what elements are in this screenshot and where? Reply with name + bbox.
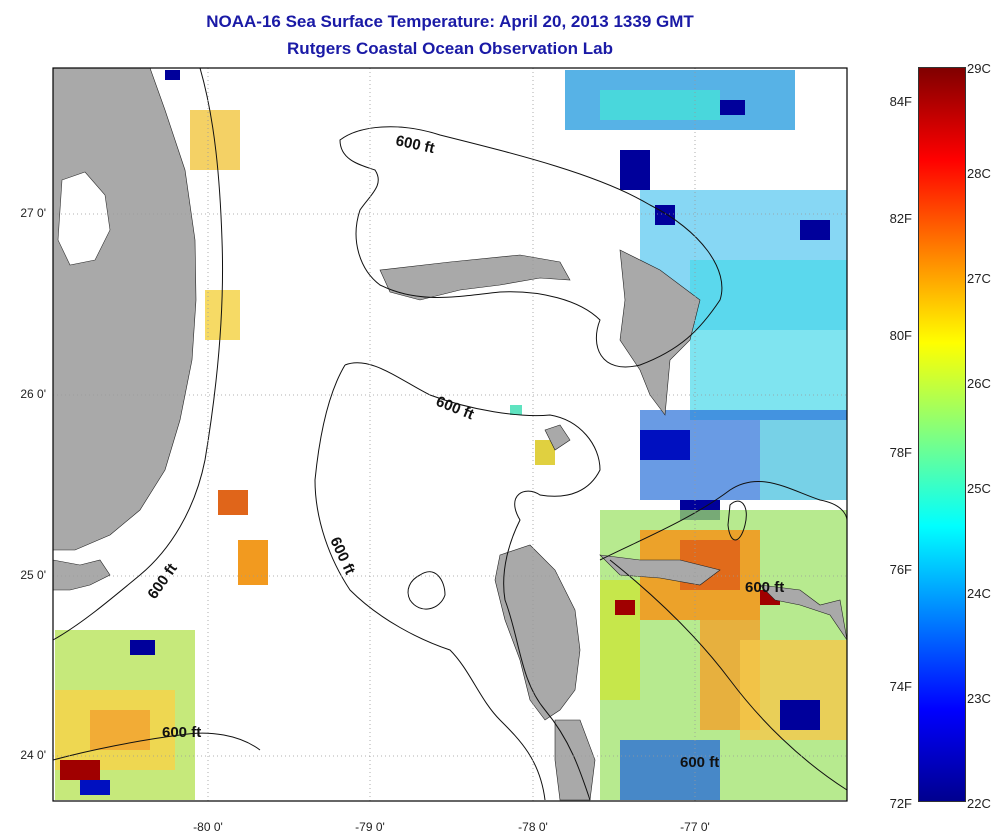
map-subtitle: Rutgers Coastal Ocean Observation Lab	[287, 39, 613, 58]
colorbar-c-label: 28C	[967, 166, 991, 181]
contour-label: 600 ft	[745, 579, 784, 596]
colorbar-c-label: 29C	[967, 61, 991, 76]
colorbar-f-label: 84F	[889, 94, 912, 109]
lon-tick-label: -77 0'	[680, 820, 710, 834]
andros-island	[494, 544, 581, 721]
lat-tick-label: 25 0'	[20, 568, 46, 582]
contour-great-bahama-bank-edge	[314, 364, 546, 801]
colorbar-c-label: 26C	[967, 376, 991, 391]
contour-florida-straits	[52, 67, 224, 641]
colorbar-f-label: 80F	[889, 328, 912, 343]
lon-tick-label: -78 0'	[518, 820, 548, 834]
graticule	[53, 68, 847, 801]
sst-patch-northeast	[565, 70, 847, 520]
sst-patch-southwest	[55, 630, 195, 800]
contour-east	[609, 559, 848, 791]
contour-southwest	[52, 732, 261, 761]
contour-tongue-of-ocean	[407, 571, 446, 610]
florida-keys	[52, 559, 111, 591]
map-frame	[52, 67, 848, 802]
temperature-colorbar	[918, 67, 966, 802]
colorbar-c-label: 23C	[967, 691, 991, 706]
grand-bahama	[379, 254, 571, 301]
colorbar-f-label: 74F	[889, 679, 912, 694]
colorbar-c-label: 25C	[967, 481, 991, 496]
colorbar-f-label: 78F	[889, 445, 912, 460]
contour-label: 600 ft	[162, 724, 201, 741]
contour-little-bahama-bank	[339, 126, 723, 368]
abaco-island	[619, 249, 701, 416]
colorbar-c-label: 22C	[967, 796, 991, 811]
eleuthera	[599, 554, 721, 586]
lon-tick-label: -79 0'	[355, 820, 385, 834]
lake-okeechobee	[57, 171, 111, 266]
map-title: NOAA-16 Sea Surface Temperature: April 2…	[206, 12, 694, 31]
lon-tick-label: -80 0'	[193, 820, 223, 834]
lat-tick-label: 24 0'	[20, 748, 46, 762]
sst-patch-gulfstream	[165, 70, 555, 585]
sst-data-patches	[55, 70, 847, 800]
colorbar-f-label: 82F	[889, 211, 912, 226]
lat-tick-label: 27 0'	[20, 206, 46, 220]
depth-contours	[52, 67, 848, 801]
colorbar-c-label: 24C	[967, 586, 991, 601]
colorbar-f-label: 72F	[889, 796, 912, 811]
colorbar-f-label: 76F	[889, 562, 912, 577]
small-island	[544, 424, 571, 451]
contour-label: 600 ft	[680, 754, 719, 771]
contour-great-bahama-bank-west	[344, 362, 601, 801]
colorbar-c-label: 27C	[967, 271, 991, 286]
contour-exuma-inner	[727, 500, 747, 541]
contour-exuma-sound	[599, 481, 848, 561]
lat-tick-label: 26 0'	[20, 387, 46, 401]
sst-patch-southeast	[600, 510, 847, 800]
